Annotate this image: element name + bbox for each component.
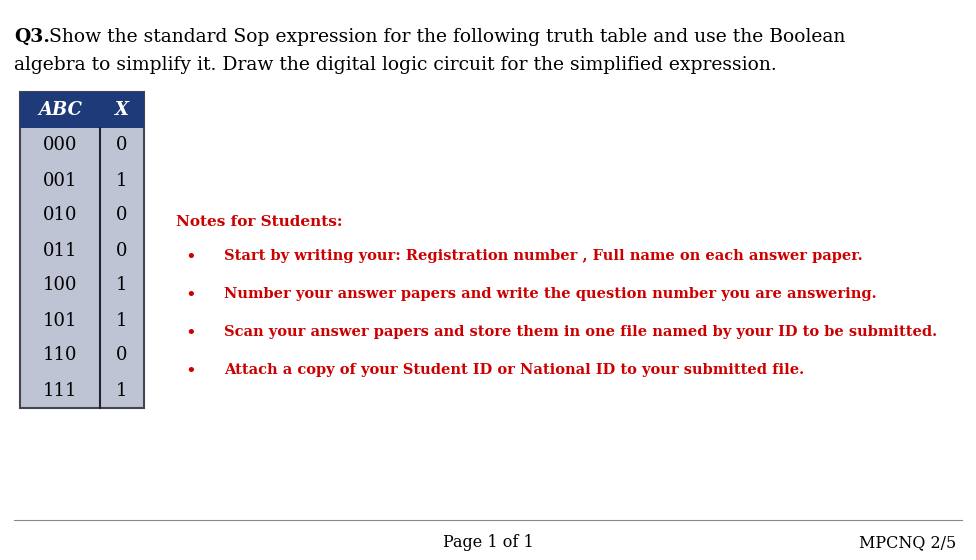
Text: Attach a copy of your Student ID or National ID to your submitted file.: Attach a copy of your Student ID or Nati… — [224, 363, 804, 377]
Text: •: • — [185, 362, 196, 380]
Bar — [20, 92, 144, 128]
Text: •: • — [185, 286, 196, 304]
Text: 111: 111 — [43, 381, 77, 399]
Text: ABC: ABC — [38, 101, 82, 119]
Text: Scan your answer papers and store them in one file named by your ID to be submit: Scan your answer papers and store them i… — [224, 325, 937, 339]
Text: 1: 1 — [116, 381, 128, 399]
Text: 101: 101 — [43, 311, 77, 329]
Text: 0: 0 — [116, 241, 128, 259]
Text: X: X — [115, 101, 129, 119]
Text: 011: 011 — [43, 241, 77, 259]
Text: Show the standard Sop expression for the following truth table and use the Boole: Show the standard Sop expression for the… — [49, 28, 845, 46]
Text: MPCNQ 2/5: MPCNQ 2/5 — [859, 534, 956, 551]
Text: •: • — [185, 248, 196, 266]
Text: 1: 1 — [116, 277, 128, 295]
Text: 0: 0 — [116, 207, 128, 225]
Text: 1: 1 — [116, 171, 128, 189]
Text: 1: 1 — [116, 311, 128, 329]
Text: 100: 100 — [43, 277, 77, 295]
Text: 0: 0 — [116, 137, 128, 155]
Text: Start by writing your: Registration number , Full name on each answer paper.: Start by writing your: Registration numb… — [224, 249, 863, 263]
Text: Q3.: Q3. — [14, 28, 50, 46]
Text: Page 1 of 1: Page 1 of 1 — [443, 534, 533, 551]
Text: •: • — [185, 324, 196, 342]
Bar — [20, 92, 144, 408]
Text: Number your answer papers and write the question number you are answering.: Number your answer papers and write the … — [224, 287, 876, 301]
Text: Notes for Students:: Notes for Students: — [176, 215, 343, 229]
Text: algebra to simplify it. Draw the digital logic circuit for the simplified expres: algebra to simplify it. Draw the digital… — [14, 56, 777, 74]
Text: 110: 110 — [43, 347, 77, 365]
Text: 0: 0 — [116, 347, 128, 365]
Text: 000: 000 — [43, 137, 77, 155]
Text: 010: 010 — [43, 207, 77, 225]
Text: 001: 001 — [43, 171, 77, 189]
